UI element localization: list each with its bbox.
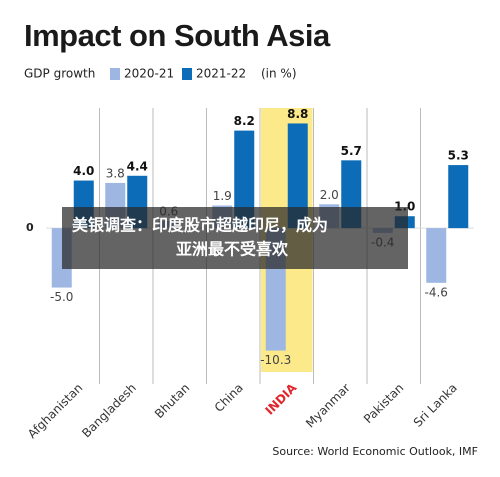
value-label: 1.9 xyxy=(213,189,232,203)
source: Source: World Economic Outlook, IMF xyxy=(272,445,478,458)
value-label: 8.2 xyxy=(234,114,255,128)
bar xyxy=(426,228,447,283)
overlay: 美银调查：印度股市超越印尼，成为 亚洲最不受喜欢 xyxy=(62,207,408,269)
y-tick-label: 0 xyxy=(26,221,34,234)
value-label: 8.8 xyxy=(287,107,308,121)
legend-label: 2021-22 xyxy=(196,67,246,81)
legend-swatch xyxy=(182,68,192,80)
chart-title: Impact on South Asia xyxy=(24,18,331,53)
value-label: 5.7 xyxy=(341,144,362,158)
value-label: 2.0 xyxy=(320,188,339,202)
overlay-line: 美银调查：印度股市超越印尼，成为 xyxy=(72,216,328,235)
legend-swatch xyxy=(110,68,120,80)
legend: 2020-21 2021-22 xyxy=(110,67,246,81)
bar xyxy=(448,165,469,229)
bar xyxy=(287,123,308,229)
value-label: -10.3 xyxy=(260,353,291,367)
legend-label: 2020-21 xyxy=(124,67,174,81)
overlay-line: 亚洲最不受喜欢 xyxy=(176,240,289,259)
bar xyxy=(234,130,255,229)
value-label: 4.4 xyxy=(127,159,148,173)
legend-title: GDP growth xyxy=(24,67,95,81)
value-label: -5.0 xyxy=(50,290,73,304)
value-label: 3.8 xyxy=(106,166,125,180)
overlay-box xyxy=(62,207,408,269)
value-label: 4.0 xyxy=(73,164,94,178)
value-label: -4.6 xyxy=(425,285,448,299)
value-label: 5.3 xyxy=(448,149,469,163)
unit-note: (in %) xyxy=(261,67,297,81)
